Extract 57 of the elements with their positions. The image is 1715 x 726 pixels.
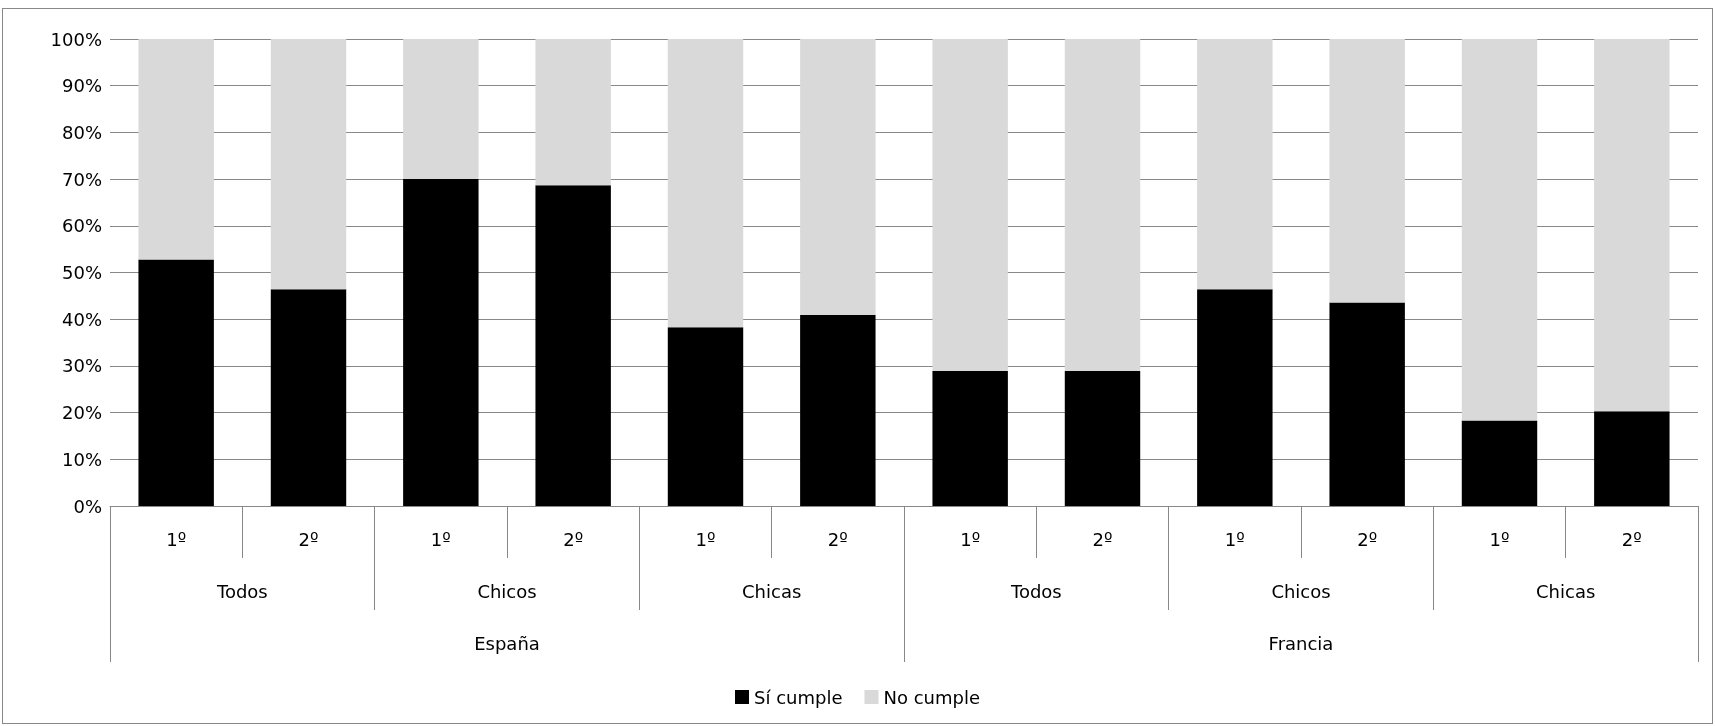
- x-tick-label: 1º: [960, 528, 981, 550]
- text: Todos: [1009, 580, 1062, 602]
- bar: [138, 259, 214, 506]
- y-tick-label: 60%: [61, 215, 102, 237]
- text: Francia: [1268, 632, 1334, 654]
- text: Chicas: [1536, 580, 1596, 602]
- y-tick-label: 20%: [61, 402, 102, 424]
- bar: [1197, 289, 1273, 506]
- x-tick-label: 2º: [827, 528, 848, 550]
- x-tick-label: 1º: [695, 528, 716, 550]
- y-tick-label: 80%: [61, 121, 102, 143]
- bar: [1329, 302, 1405, 506]
- x-tick-label: 1º: [1224, 528, 1245, 550]
- bar: [1329, 39, 1405, 303]
- bar: [1461, 420, 1538, 506]
- bar: [800, 39, 876, 315]
- text: Chicos: [477, 580, 537, 602]
- x-tick-label: 2º: [298, 528, 319, 550]
- bar: [138, 39, 214, 260]
- bar: [1594, 39, 1670, 412]
- bar: [667, 327, 744, 506]
- bar: [800, 315, 876, 506]
- x-tick-label: 2º: [1092, 528, 1113, 550]
- bar: [403, 179, 479, 506]
- bar: [535, 39, 611, 186]
- bar: [535, 185, 611, 506]
- legend-label: No cumple: [883, 686, 981, 708]
- bar: [1461, 39, 1538, 421]
- bar: [270, 289, 347, 506]
- x-tick-label: 1º: [166, 528, 187, 550]
- x-tick-label: 1º: [430, 528, 451, 550]
- text: Chicas: [742, 580, 802, 602]
- y-tick-label: 40%: [61, 308, 102, 330]
- bar: [403, 39, 479, 180]
- x-tick-label: 1º: [1489, 528, 1510, 550]
- bar: [932, 371, 1008, 506]
- legend-label: Sí cumple: [753, 686, 843, 708]
- y-tick-label: 70%: [61, 168, 102, 190]
- y-tick-label: 10%: [61, 448, 102, 470]
- y-tick-label: 30%: [61, 355, 102, 377]
- bar: [1064, 371, 1141, 506]
- text: Chicos: [1271, 580, 1331, 602]
- bar: [1197, 39, 1273, 290]
- x-tick-label: 2º: [1621, 528, 1642, 550]
- y-tick-label: 0%: [73, 495, 102, 517]
- y-tick-label: 50%: [61, 262, 102, 283]
- bar: [1064, 39, 1141, 372]
- y-tick-label: 90%: [61, 75, 102, 97]
- text: Todos: [215, 580, 268, 602]
- x-tick-label: 2º: [1357, 528, 1378, 550]
- text: España: [474, 632, 540, 654]
- bar: [270, 39, 347, 290]
- bar: [932, 39, 1008, 372]
- y-tick-label: 100%: [50, 28, 102, 50]
- x-tick-label: 2º: [563, 528, 584, 550]
- bar: [667, 39, 744, 328]
- bar: [1594, 411, 1670, 506]
